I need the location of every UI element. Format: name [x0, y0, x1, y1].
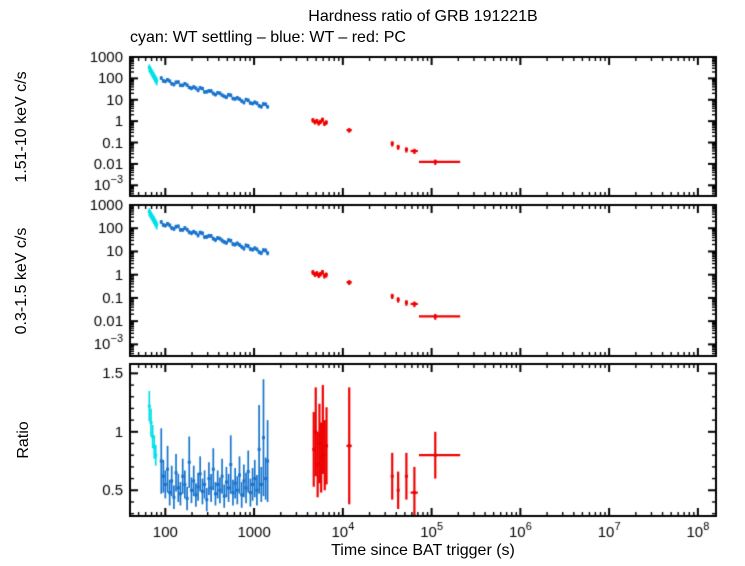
chart-title: Hardness ratio of GRB 191221B — [308, 8, 538, 25]
chart-legend-subtitle: cyan: WT settling – blue: WT – red: PC — [130, 29, 406, 46]
x-axis-label: Time since BAT trigger (s) — [331, 542, 515, 559]
